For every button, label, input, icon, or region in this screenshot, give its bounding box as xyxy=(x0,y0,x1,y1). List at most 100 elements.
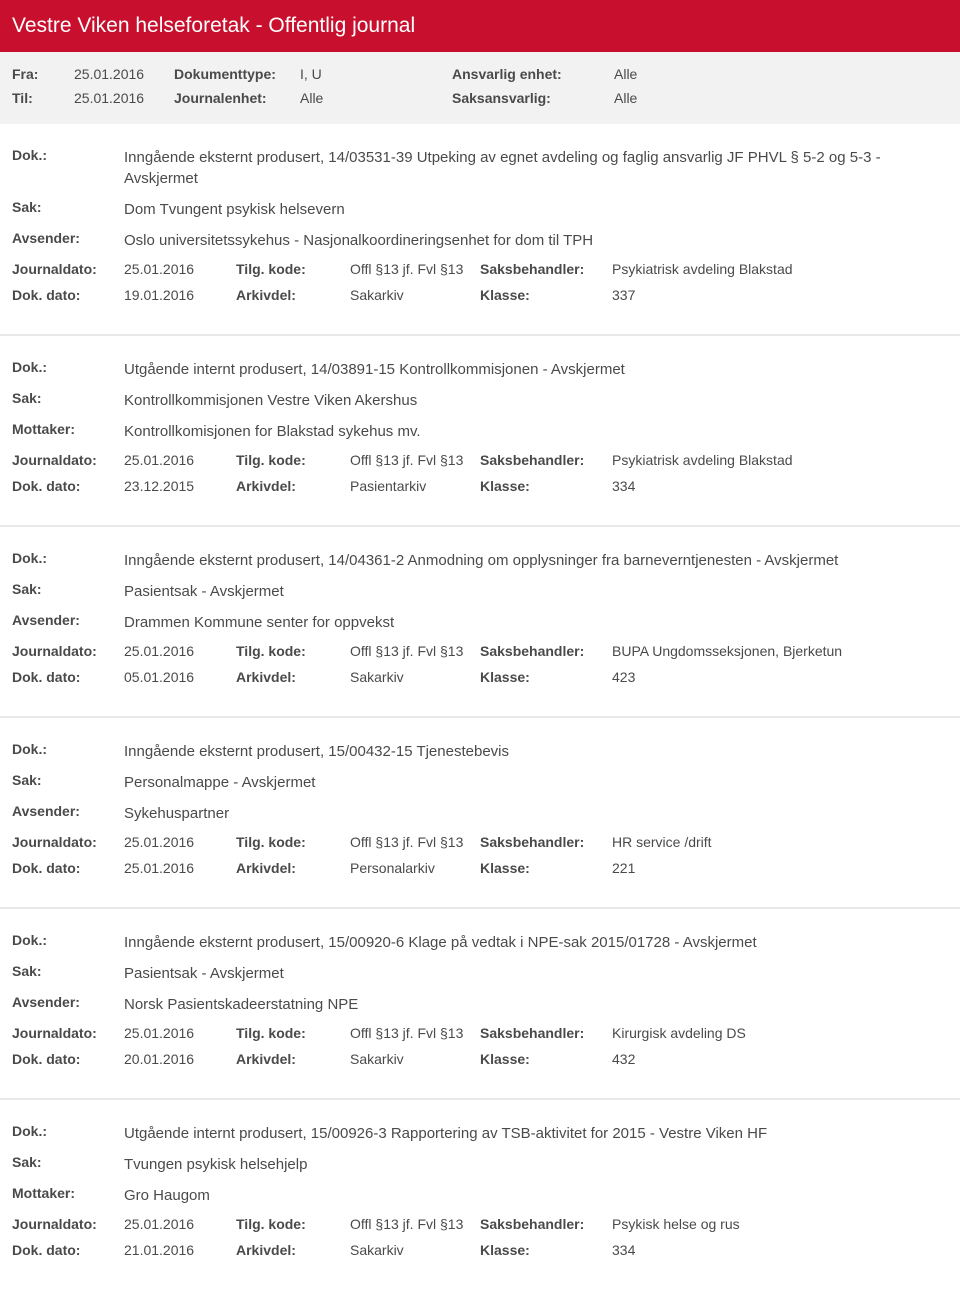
journal-entry: Dok.: Inngående eksternt produsert, 14/0… xyxy=(0,124,960,334)
dok-text: Inngående eksternt produsert, 15/00920-6… xyxy=(124,932,757,953)
saksbehandler-value: Psykiatrisk avdeling Blakstad xyxy=(612,261,793,277)
meta-row-1: Journaldato: 25.01.2016 Tilg. kode: Offl… xyxy=(12,1211,948,1237)
party-text: Kontrollkomisjonen for Blakstad sykehus … xyxy=(124,421,421,442)
dok-row: Dok.: Inngående eksternt produsert, 14/0… xyxy=(12,545,948,576)
sak-row: Sak: Pasientsak - Avskjermet xyxy=(12,958,948,989)
meta-row-2: Dok. dato: 23.12.2015 Arkivdel: Pasienta… xyxy=(12,473,948,499)
klasse-value: 337 xyxy=(612,287,635,303)
party-text: Gro Haugom xyxy=(124,1185,210,1206)
sak-label: Sak: xyxy=(12,772,124,788)
journal-entry: Dok.: Inngående eksternt produsert, 15/0… xyxy=(0,718,960,907)
sak-row: Sak: Tvungen psykisk helsehjelp xyxy=(12,1149,948,1180)
party-label: Avsender: xyxy=(12,230,124,246)
tilgkode-value: Offl §13 jf. Fvl §13 xyxy=(350,643,480,659)
klasse-label: Klasse: xyxy=(480,1242,612,1258)
dokdato-value: 23.12.2015 xyxy=(124,478,236,494)
arkivdel-label: Arkivdel: xyxy=(236,1242,350,1258)
party-label: Mottaker: xyxy=(12,1185,124,1201)
dok-label: Dok.: xyxy=(12,359,124,375)
dok-row: Dok.: Utgående internt produsert, 15/009… xyxy=(12,1118,948,1149)
sak-label: Sak: xyxy=(12,1154,124,1170)
party-text: Norsk Pasientskadeerstatning NPE xyxy=(124,994,358,1015)
tilgkode-label: Tilg. kode: xyxy=(236,452,350,468)
sak-text: Pasientsak - Avskjermet xyxy=(124,581,284,602)
party-label: Mottaker: xyxy=(12,421,124,437)
party-text: Drammen Kommune senter for oppvekst xyxy=(124,612,394,633)
arkivdel-value: Sakarkiv xyxy=(350,669,480,685)
dokdato-label: Dok. dato: xyxy=(12,860,124,876)
sak-row: Sak: Kontrollkommisjonen Vestre Viken Ak… xyxy=(12,385,948,416)
sak-label: Sak: xyxy=(12,963,124,979)
journaldato-value: 25.01.2016 xyxy=(124,1025,236,1041)
klasse-label: Klasse: xyxy=(480,287,612,303)
filter-bar: Fra: 25.01.2016 Dokumenttype: I, U Ansva… xyxy=(0,52,960,124)
meta-row-2: Dok. dato: 19.01.2016 Arkivdel: Sakarkiv… xyxy=(12,282,948,308)
arkivdel-label: Arkivdel: xyxy=(236,287,350,303)
dok-text: Inngående eksternt produsert, 14/03531-3… xyxy=(124,147,948,189)
klasse-value: 221 xyxy=(612,860,635,876)
journaldato-value: 25.01.2016 xyxy=(124,643,236,659)
meta-row-2: Dok. dato: 20.01.2016 Arkivdel: Sakarkiv… xyxy=(12,1046,948,1072)
journalenhet-value: Alle xyxy=(300,90,452,106)
meta-row-1: Journaldato: 25.01.2016 Tilg. kode: Offl… xyxy=(12,829,948,855)
party-text: Sykehuspartner xyxy=(124,803,229,824)
tilgkode-value: Offl §13 jf. Fvl §13 xyxy=(350,834,480,850)
journalenhet-label: Journalenhet: xyxy=(174,90,300,106)
dok-text: Utgående internt produsert, 15/00926-3 R… xyxy=(124,1123,767,1144)
dokumenttype-label: Dokumenttype: xyxy=(174,66,300,82)
dok-label: Dok.: xyxy=(12,550,124,566)
saksbehandler-label: Saksbehandler: xyxy=(480,1216,612,1232)
sak-row: Sak: Pasientsak - Avskjermet xyxy=(12,576,948,607)
arkivdel-value: Personalarkiv xyxy=(350,860,480,876)
saksbehandler-value: HR service /drift xyxy=(612,834,712,850)
dok-label: Dok.: xyxy=(12,741,124,757)
dokdato-value: 21.01.2016 xyxy=(124,1242,236,1258)
party-row: Avsender: Drammen Kommune senter for opp… xyxy=(12,607,948,638)
tilgkode-value: Offl §13 jf. Fvl §13 xyxy=(350,1025,480,1041)
dok-label: Dok.: xyxy=(12,932,124,948)
sak-text: Personalmappe - Avskjermet xyxy=(124,772,315,793)
saksansvarlig-value: Alle xyxy=(614,90,637,106)
dok-row: Dok.: Inngående eksternt produsert, 14/0… xyxy=(12,142,948,194)
journal-entry: Dok.: Utgående internt produsert, 14/038… xyxy=(0,336,960,525)
klasse-value: 423 xyxy=(612,669,635,685)
journaldato-label: Journaldato: xyxy=(12,1216,124,1232)
dokdato-label: Dok. dato: xyxy=(12,669,124,685)
dokdato-label: Dok. dato: xyxy=(12,1051,124,1067)
meta-row-2: Dok. dato: 25.01.2016 Arkivdel: Personal… xyxy=(12,855,948,881)
tilgkode-label: Tilg. kode: xyxy=(236,834,350,850)
tilgkode-value: Offl §13 jf. Fvl §13 xyxy=(350,261,480,277)
party-row: Avsender: Sykehuspartner xyxy=(12,798,948,829)
dok-row: Dok.: Inngående eksternt produsert, 15/0… xyxy=(12,927,948,958)
party-row: Mottaker: Kontrollkomisjonen for Blaksta… xyxy=(12,416,948,447)
dokdato-label: Dok. dato: xyxy=(12,478,124,494)
journaldato-label: Journaldato: xyxy=(12,834,124,850)
party-label: Avsender: xyxy=(12,994,124,1010)
klasse-label: Klasse: xyxy=(480,860,612,876)
party-row: Mottaker: Gro Haugom xyxy=(12,1180,948,1211)
ansvarlig-label: Ansvarlig enhet: xyxy=(452,66,614,82)
meta-row-2: Dok. dato: 05.01.2016 Arkivdel: Sakarkiv… xyxy=(12,664,948,690)
dokdato-label: Dok. dato: xyxy=(12,287,124,303)
arkivdel-label: Arkivdel: xyxy=(236,478,350,494)
journal-entry: Dok.: Utgående internt produsert, 15/009… xyxy=(0,1100,960,1289)
dokdato-value: 20.01.2016 xyxy=(124,1051,236,1067)
journaldato-value: 25.01.2016 xyxy=(124,1216,236,1232)
journaldato-value: 25.01.2016 xyxy=(124,452,236,468)
saksbehandler-label: Saksbehandler: xyxy=(480,643,612,659)
page-title: Vestre Viken helseforetak - Offentlig jo… xyxy=(12,14,415,37)
journaldato-label: Journaldato: xyxy=(12,643,124,659)
filter-row-1: Fra: 25.01.2016 Dokumenttype: I, U Ansva… xyxy=(12,62,948,86)
sak-label: Sak: xyxy=(12,581,124,597)
ansvarlig-value: Alle xyxy=(614,66,637,82)
sak-row: Sak: Dom Tvungent psykisk helsevern xyxy=(12,194,948,225)
journaldato-label: Journaldato: xyxy=(12,1025,124,1041)
tilgkode-label: Tilg. kode: xyxy=(236,261,350,277)
sak-label: Sak: xyxy=(12,199,124,215)
meta-row-1: Journaldato: 25.01.2016 Tilg. kode: Offl… xyxy=(12,256,948,282)
saksansvarlig-label: Saksansvarlig: xyxy=(452,90,614,106)
dok-text: Inngående eksternt produsert, 15/00432-1… xyxy=(124,741,509,762)
meta-row-1: Journaldato: 25.01.2016 Tilg. kode: Offl… xyxy=(12,638,948,664)
arkivdel-value: Pasientarkiv xyxy=(350,478,480,494)
journaldato-label: Journaldato: xyxy=(12,452,124,468)
